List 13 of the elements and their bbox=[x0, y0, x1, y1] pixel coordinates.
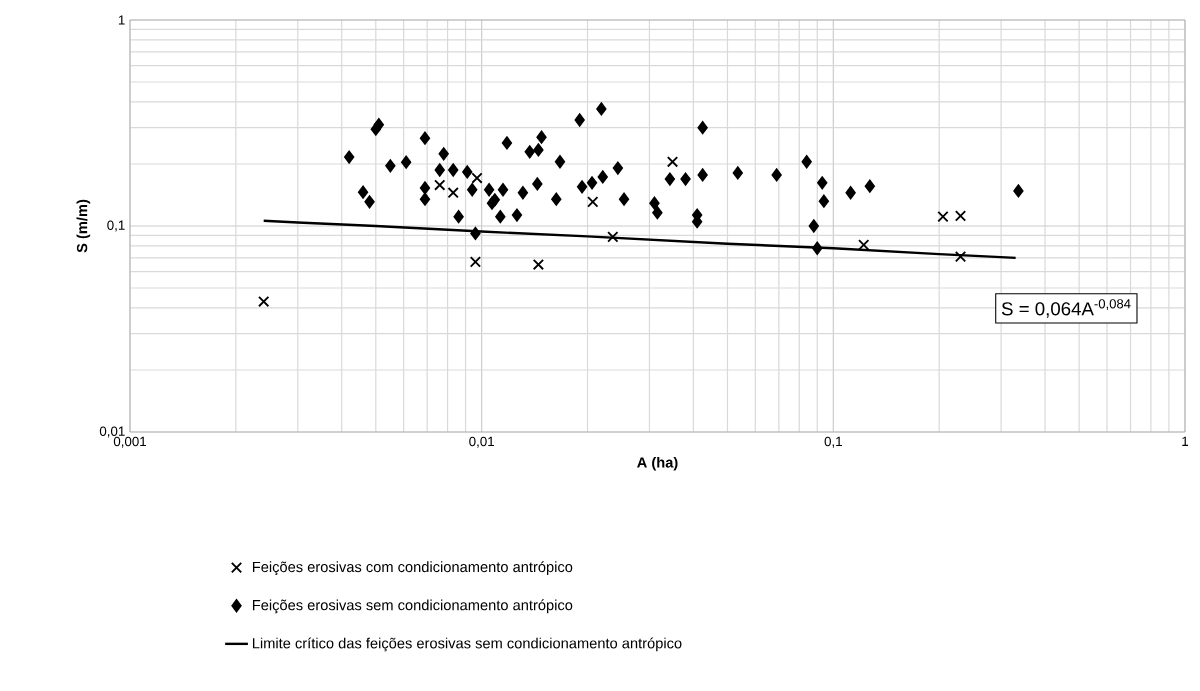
y-tick-label: 0,1 bbox=[107, 220, 125, 232]
annotation: S = 0,064A$^{-0,084}$ bbox=[1001, 299, 1131, 318]
legend-label: Limite crítico das feições erosivas sem condicionamento antrópico bbox=[252, 637, 682, 652]
legend-label: Feições erosivas com condicionamento antrópico bbox=[252, 561, 573, 576]
x-tick-label: 0,1 bbox=[824, 436, 842, 448]
x-tick-label: 0,01 bbox=[469, 436, 494, 448]
x-tick-label: 1 bbox=[1182, 436, 1189, 446]
y-axis-title: S (m/m) bbox=[76, 199, 91, 253]
y-tick-label: 0,01 bbox=[99, 426, 125, 438]
y-tick-label: 1 bbox=[118, 15, 125, 25]
x-axis-title: A (ha) bbox=[637, 456, 678, 471]
x-tick-label: 0,001 bbox=[113, 436, 147, 448]
legend-label: Feições erosivas sem condicionamento antrópico bbox=[252, 599, 573, 614]
